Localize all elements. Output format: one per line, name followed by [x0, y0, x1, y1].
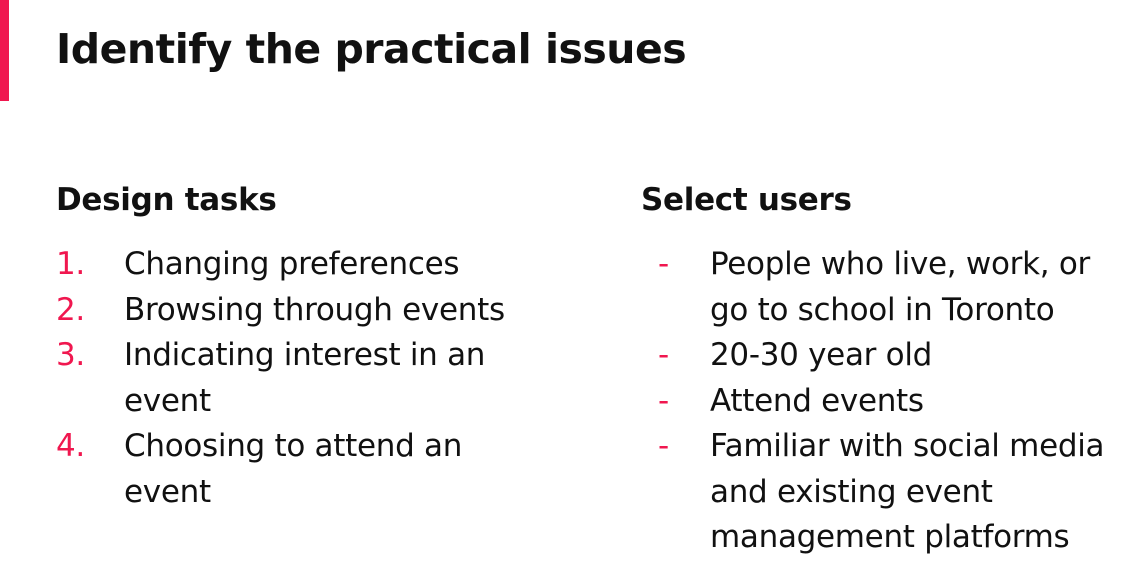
user-criteria-text: Attend events: [710, 382, 924, 419]
user-criteria-text: 20-30 year old: [710, 337, 933, 373]
list-number: 1.: [56, 246, 85, 282]
list-dash: -: [658, 382, 669, 419]
list-number: 2.: [56, 291, 85, 328]
design-task-text: Changing preferences: [124, 246, 460, 282]
user-criteria-text: People who live, work, or go to school i…: [710, 246, 1090, 328]
user-criteria-item: - 20-30 year old: [641, 333, 1131, 379]
select-users-list: - People who live, work, or go to school…: [641, 242, 1131, 561]
slide-title: Identify the practical issues: [56, 25, 687, 73]
design-tasks-list: 1. Changing preferences 2. Browsing thro…: [56, 242, 596, 515]
design-task-text: Browsing through events: [124, 291, 505, 328]
design-task-item: 1. Changing preferences: [56, 242, 596, 288]
list-number: 3.: [56, 337, 85, 373]
list-dash: -: [658, 428, 669, 464]
user-criteria-item: - People who live, work, or go to school…: [641, 242, 1131, 333]
list-number: 4.: [56, 428, 85, 464]
user-criteria-item: - Attend events: [641, 379, 1131, 425]
design-tasks-section: Design tasks 1. Changing preferences 2. …: [56, 178, 596, 515]
design-task-item: 3. Indicating interest in an event: [56, 333, 596, 424]
design-task-text: Indicating interest in an event: [124, 337, 486, 419]
select-users-heading: Select users: [641, 182, 852, 218]
user-criteria-text: Familiar with social media and existing …: [710, 428, 1105, 555]
accent-bar: [0, 0, 9, 101]
list-dash: -: [658, 246, 669, 282]
design-task-item: 4. Choosing to attend an event: [56, 424, 596, 515]
design-task-text: Choosing to attend an event: [124, 428, 463, 510]
select-users-section: Select users - People who live, work, or…: [641, 178, 1131, 561]
design-task-item: 2. Browsing through events: [56, 288, 596, 334]
user-criteria-item: - Familiar with social media and existin…: [641, 424, 1131, 561]
design-tasks-heading: Design tasks: [56, 182, 277, 218]
list-dash: -: [658, 337, 669, 373]
